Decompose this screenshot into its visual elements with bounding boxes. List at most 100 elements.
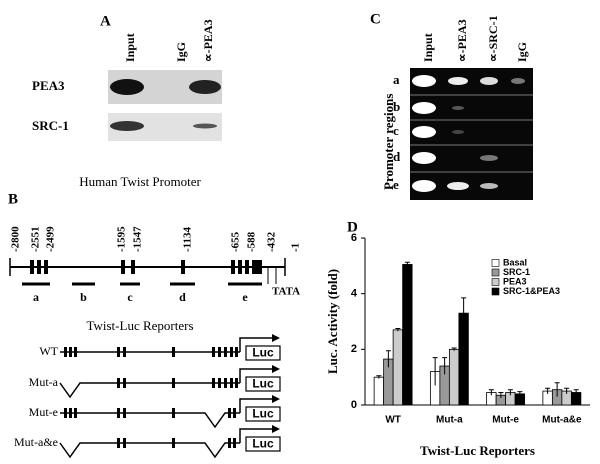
bar: [448, 348, 460, 406]
y-tick-label: 4: [351, 288, 358, 300]
band: [412, 75, 436, 87]
band: [452, 106, 464, 110]
band: [511, 78, 525, 84]
element: [30, 260, 34, 274]
reporter-line: [59, 442, 240, 459]
reporter-label: Mut-a&e: [14, 435, 58, 449]
legend-swatch: [491, 268, 500, 277]
luc-label: Luc: [252, 377, 274, 391]
position-label: -2499: [45, 226, 57, 252]
arrow-head: [272, 365, 280, 373]
band: [193, 123, 217, 129]
tss-arrow: [239, 428, 272, 443]
element: [69, 347, 72, 357]
error-bar: [545, 387, 551, 394]
position-label: -1595: [116, 226, 128, 252]
band: [480, 183, 498, 189]
band: [447, 182, 469, 190]
error-bar: [451, 347, 457, 351]
bar: [392, 329, 404, 406]
element: [218, 347, 221, 357]
error-bar: [395, 327, 401, 332]
panel-label: D: [347, 219, 358, 235]
arrow-head: [272, 395, 280, 403]
element: [123, 347, 126, 357]
error-bar: [404, 261, 410, 267]
axis-title: Promoter regions: [381, 94, 396, 190]
element: [74, 408, 77, 418]
band: [452, 130, 464, 134]
panel-label: B: [8, 191, 18, 207]
error-bar: [385, 350, 391, 368]
band: [412, 180, 436, 192]
error-bar: [376, 375, 382, 379]
element: [181, 260, 185, 274]
legend-label: SRC-1: [503, 267, 530, 277]
y-tick-label: 6: [351, 232, 357, 244]
element: [172, 378, 175, 388]
element: [218, 378, 221, 388]
column-header: ∝-PEA3: [455, 19, 469, 62]
column-header: IgG: [174, 42, 188, 62]
element: [212, 378, 215, 388]
element: [117, 347, 120, 357]
legend-label: PEA3: [503, 276, 527, 286]
band: [110, 79, 144, 95]
element: [64, 347, 67, 357]
reporter-label: Mut-e: [29, 405, 58, 419]
element: [230, 347, 233, 357]
row-label: c: [393, 123, 399, 138]
legend-swatch: [491, 278, 500, 286]
element: [224, 347, 227, 357]
band: [412, 152, 436, 164]
luc-label: Luc: [252, 346, 274, 360]
promoter-title: Human Twist Promoter: [79, 174, 201, 189]
panel-label: C: [370, 11, 381, 27]
tata-label: TATA: [272, 286, 300, 298]
y-tick-label: 2: [351, 343, 357, 355]
row-label: b: [393, 99, 400, 114]
band: [189, 80, 221, 94]
row-label: SRC-1: [32, 118, 69, 133]
element: [121, 260, 125, 274]
element: [172, 438, 175, 448]
element: [172, 347, 175, 357]
element: [235, 378, 238, 388]
element: [64, 408, 67, 418]
row-label: d: [393, 149, 401, 164]
region-label: c: [127, 290, 133, 304]
element: [228, 408, 231, 418]
band: [412, 126, 436, 138]
element: [123, 438, 126, 448]
row-label: PEA3: [32, 78, 65, 93]
position-label: -588: [246, 231, 258, 252]
column-header: ∝-SRC-1: [486, 15, 500, 62]
luc-box: [245, 436, 281, 452]
x-tick-label: WT: [385, 415, 401, 426]
luc-box: [245, 345, 281, 361]
band: [110, 121, 144, 131]
legend-swatch: [491, 287, 500, 296]
error-bar: [564, 387, 570, 394]
band: [480, 77, 498, 85]
tss-arrow: [239, 337, 272, 352]
arrow-head: [272, 334, 280, 342]
element: [228, 438, 231, 448]
band: [412, 102, 436, 114]
error-bar: [517, 391, 523, 397]
tss-arrow: [239, 398, 272, 413]
region-label: d: [179, 290, 186, 304]
legend-label: Basal: [503, 257, 527, 267]
bar: [402, 264, 413, 406]
element: [252, 260, 262, 274]
element: [117, 378, 120, 388]
element: [123, 378, 126, 388]
element: [123, 408, 126, 418]
element: [44, 260, 48, 274]
element: [131, 260, 135, 274]
element: [245, 260, 249, 274]
region-label: b: [80, 290, 87, 304]
reporter-label: Mut-a: [29, 375, 59, 389]
element: [224, 378, 227, 388]
